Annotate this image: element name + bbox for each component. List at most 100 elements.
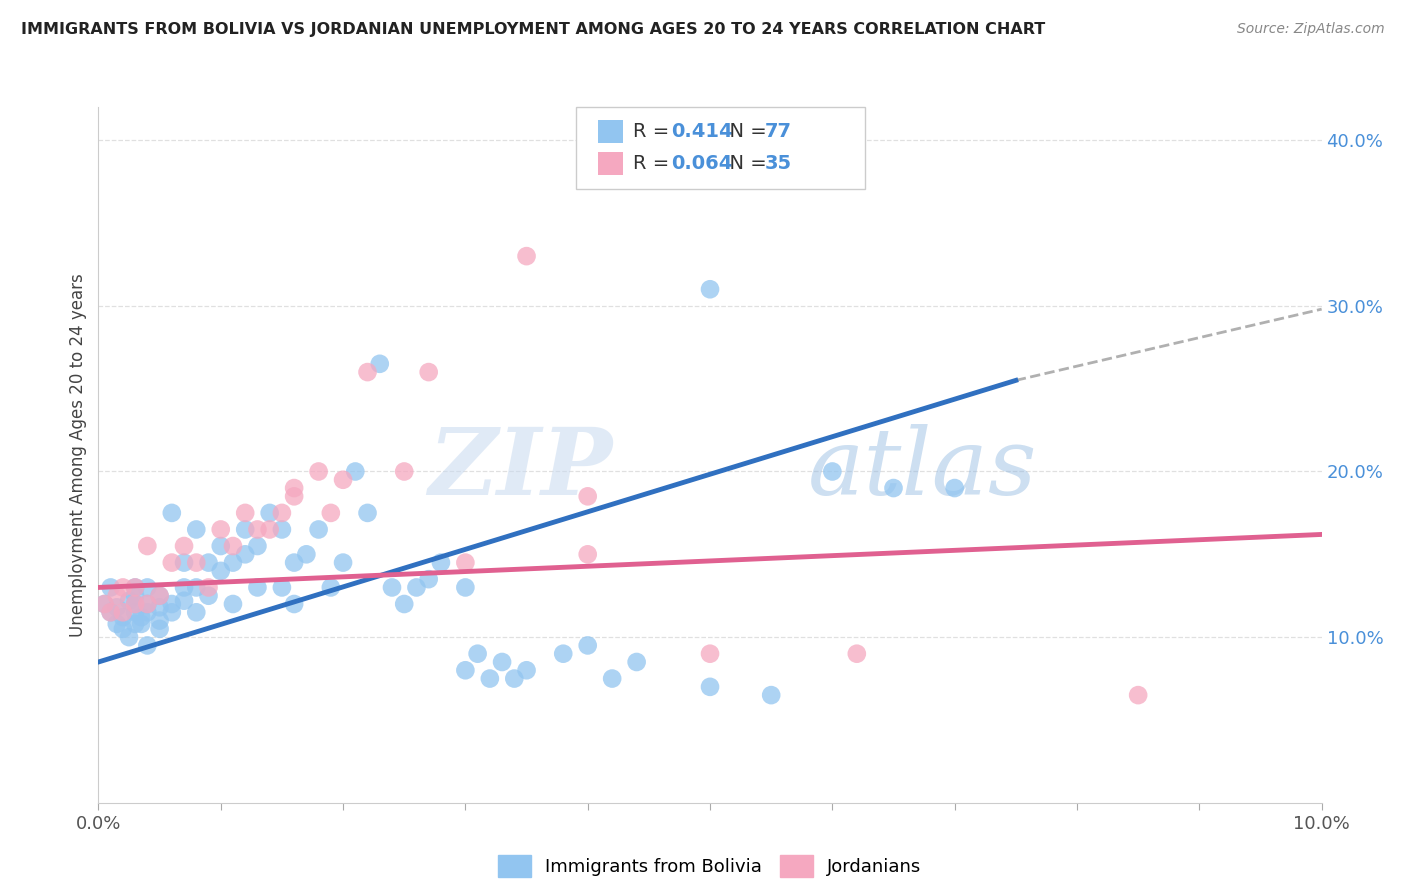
Point	[105, 589, 128, 603]
Point	[699, 680, 721, 694]
Point	[222, 597, 245, 611]
Point	[118, 593, 141, 607]
Point	[283, 597, 305, 611]
Point	[100, 605, 122, 619]
Legend: Immigrants from Bolivia, Jordanians: Immigrants from Bolivia, Jordanians	[491, 847, 929, 884]
Point	[943, 481, 966, 495]
Point	[173, 556, 195, 570]
Point	[270, 581, 292, 595]
Point	[209, 523, 232, 537]
Point	[233, 506, 256, 520]
Point	[136, 605, 159, 619]
Point	[883, 481, 905, 495]
Point	[124, 581, 146, 595]
Point	[222, 539, 245, 553]
Point	[100, 581, 122, 595]
Point	[600, 672, 623, 686]
Point	[124, 597, 146, 611]
Point	[319, 581, 342, 595]
Point	[186, 605, 208, 619]
Text: R =: R =	[633, 153, 675, 173]
Point	[491, 655, 513, 669]
Point	[246, 523, 269, 537]
Point	[356, 365, 378, 379]
Point	[454, 581, 477, 595]
Point	[516, 249, 538, 263]
Text: ZIP: ZIP	[427, 424, 612, 514]
Point	[699, 647, 721, 661]
Point	[308, 465, 330, 479]
Point	[368, 357, 391, 371]
Point	[356, 506, 378, 520]
Point	[283, 556, 305, 570]
Point	[136, 581, 159, 595]
Point	[149, 589, 172, 603]
Point	[197, 589, 219, 603]
Point	[160, 605, 183, 619]
Point	[136, 639, 159, 653]
Point	[259, 523, 281, 537]
Point	[173, 581, 195, 595]
Point	[129, 616, 152, 631]
Point	[186, 523, 208, 537]
Text: N =: N =	[717, 121, 773, 141]
Point	[160, 597, 183, 611]
Point	[136, 539, 159, 553]
Point	[111, 610, 134, 624]
Point	[197, 556, 219, 570]
Point	[124, 581, 146, 595]
Text: N =: N =	[717, 153, 773, 173]
Point	[173, 539, 195, 553]
Point	[344, 465, 367, 479]
Point	[332, 473, 354, 487]
Point	[111, 581, 134, 595]
Point	[516, 663, 538, 677]
Point	[173, 593, 195, 607]
Point	[430, 556, 453, 570]
Point	[270, 506, 292, 520]
Point	[392, 465, 416, 479]
Point	[105, 616, 128, 631]
Point	[626, 655, 648, 669]
Text: Source: ZipAtlas.com: Source: ZipAtlas.com	[1237, 22, 1385, 37]
Point	[197, 581, 219, 595]
Point	[124, 589, 146, 603]
Point	[259, 506, 281, 520]
Point	[576, 489, 599, 503]
Point	[186, 556, 208, 570]
Point	[553, 647, 575, 661]
Point	[149, 600, 172, 615]
Point	[100, 605, 122, 619]
Point	[576, 547, 599, 561]
Point	[111, 622, 134, 636]
Point	[759, 688, 782, 702]
Point	[467, 647, 489, 661]
Y-axis label: Unemployment Among Ages 20 to 24 years: Unemployment Among Ages 20 to 24 years	[69, 273, 87, 637]
Point	[149, 622, 172, 636]
Text: 77: 77	[765, 121, 792, 141]
Point	[246, 539, 269, 553]
Point	[454, 663, 477, 677]
Point	[160, 556, 183, 570]
Point	[186, 581, 208, 595]
Point	[845, 647, 868, 661]
Point	[124, 616, 146, 631]
Point	[136, 597, 159, 611]
Point	[105, 600, 128, 615]
Point	[149, 589, 172, 603]
Point	[454, 556, 477, 570]
Point	[332, 556, 354, 570]
Point	[1128, 688, 1150, 702]
Point	[283, 489, 305, 503]
Point	[270, 523, 292, 537]
Point	[129, 610, 152, 624]
Point	[222, 556, 245, 570]
Point	[209, 539, 232, 553]
Point	[418, 365, 440, 379]
Point	[418, 572, 440, 586]
Text: 0.064: 0.064	[671, 153, 733, 173]
Point	[283, 481, 305, 495]
Point	[93, 597, 115, 611]
Point	[381, 581, 404, 595]
Text: atlas: atlas	[808, 424, 1038, 514]
